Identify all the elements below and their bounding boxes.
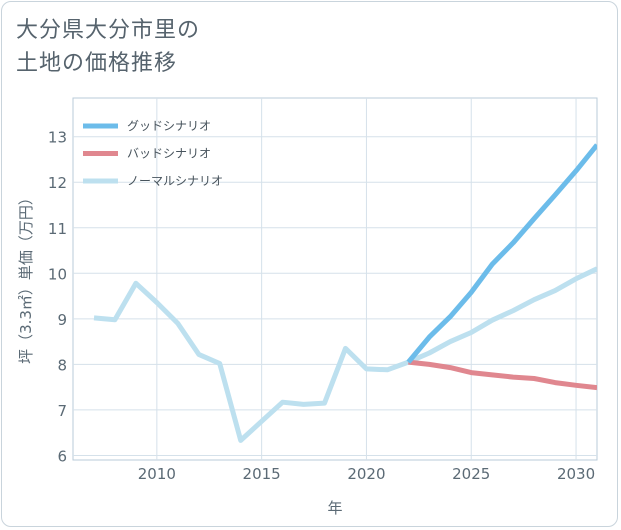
x-tick-label: 2010: [138, 465, 176, 483]
y-axis-label: 坪（3.3㎡）単価（万円）: [17, 190, 35, 364]
plot-area: [72, 97, 598, 461]
y-tick-label: 8: [57, 356, 67, 374]
y-tick-label: 11: [48, 220, 67, 238]
x-axis-label: 年: [327, 499, 342, 517]
y-tick-label: 10: [48, 265, 67, 283]
y-tick-label: 6: [57, 447, 67, 465]
y-tick-label: 7: [57, 402, 67, 420]
y-tick-label: 12: [48, 174, 67, 192]
bad-scenario-line: [408, 359, 597, 391]
tick-labels: 2010 2015 2020 2025 2030 6 7 8 9 10 11 12 13: [48, 129, 595, 483]
series-lines: [93, 143, 597, 443]
x-tick-label: 2030: [557, 465, 595, 483]
y-tick-label: 13: [48, 129, 67, 147]
normal-scenario-line: [93, 266, 597, 443]
chart-title-line-1: 大分県大分市里の: [16, 18, 201, 43]
legend-label: ノーマルシナリオ: [127, 174, 223, 188]
x-tick-label: 2020: [347, 465, 385, 483]
x-tick-label: 2025: [452, 465, 490, 483]
legend-label: グッドシナリオ: [127, 119, 211, 133]
chart-title: 大分県大分市里の 土地の価格推移: [16, 14, 200, 80]
legend-item-good[interactable]: グッドシナリオ: [83, 119, 211, 133]
plot-border: [72, 97, 598, 461]
legend-label: バッドシナリオ: [127, 147, 211, 161]
x-tick-label: 2015: [243, 465, 281, 483]
legend-item-bad[interactable]: バッドシナリオ: [83, 147, 211, 161]
grid-lines: [73, 98, 597, 460]
good-scenario-line: [406, 143, 597, 364]
y-tick-label: 9: [57, 311, 67, 329]
chart-title-line-2: 土地の価格推移: [16, 51, 178, 76]
legend-item-normal[interactable]: ノーマルシナリオ: [83, 174, 223, 188]
